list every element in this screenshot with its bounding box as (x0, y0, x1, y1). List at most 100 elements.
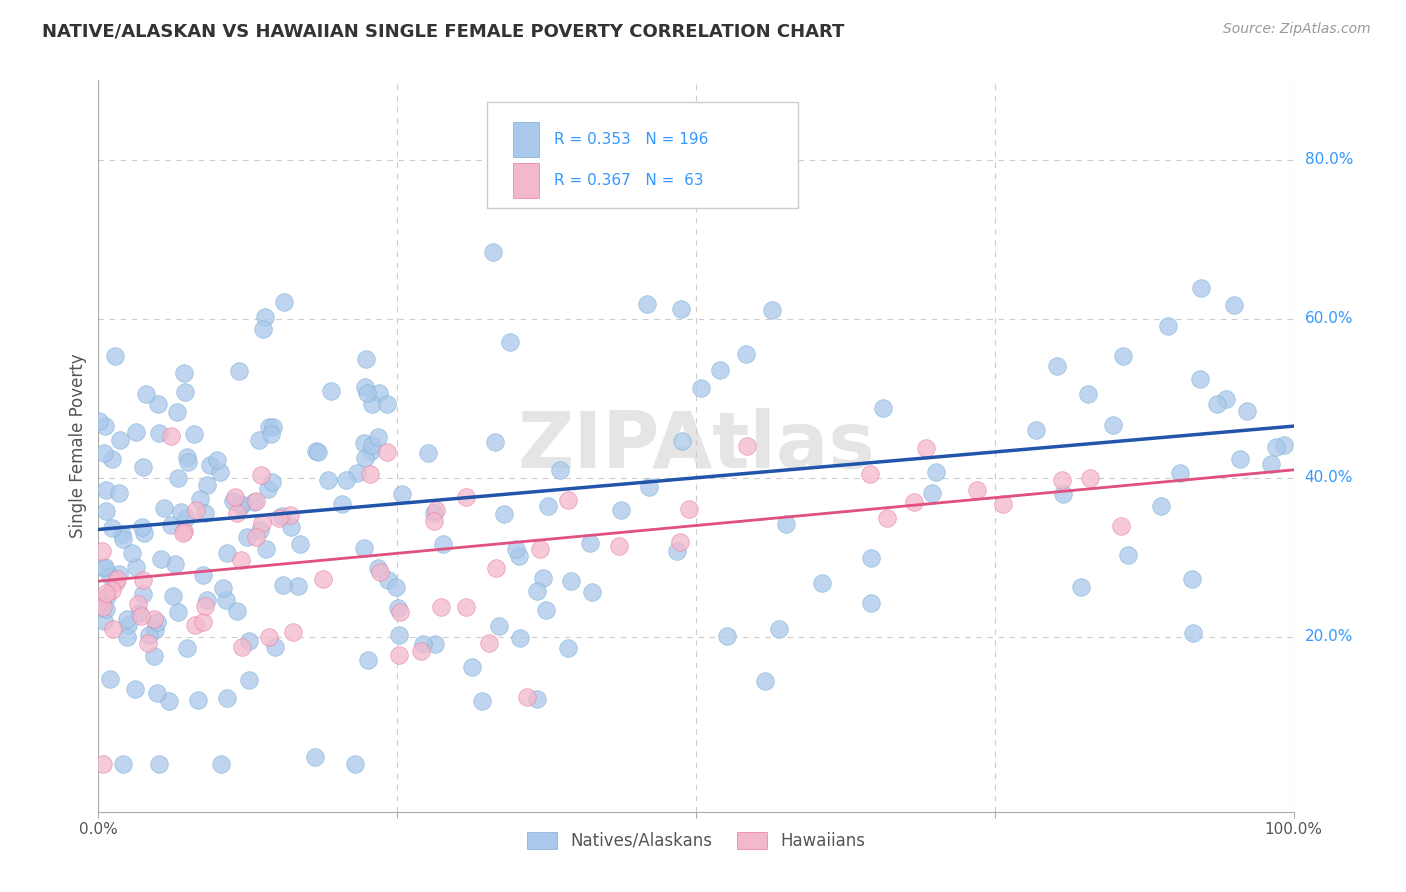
Natives/Alaskans (191, 567, 214, 582)
Natives/Alaskans (195, 593, 218, 607)
Natives/Alaskans (423, 637, 446, 651)
Natives/Alaskans (461, 660, 484, 674)
Hawaiians (194, 599, 217, 614)
Hawaiians (132, 574, 155, 588)
Natives/Alaskans (94, 560, 117, 574)
Text: Source: ZipAtlas.com: Source: ZipAtlas.com (1223, 22, 1371, 37)
Natives/Alaskans (215, 691, 238, 706)
Hawaiians (485, 561, 508, 575)
Natives/Alaskans (166, 405, 188, 419)
Natives/Alaskans (526, 692, 548, 706)
Natives/Alaskans (121, 546, 143, 560)
Natives/Alaskans (581, 585, 603, 599)
Natives/Alaskans (921, 486, 943, 500)
Natives/Alaskans (361, 438, 384, 452)
Natives/Alaskans (537, 500, 560, 514)
Natives/Alaskans (304, 750, 326, 764)
Natives/Alaskans (387, 601, 409, 615)
Hawaiians (96, 586, 118, 600)
Hawaiians (423, 514, 446, 528)
Natives/Alaskans (666, 544, 689, 558)
Natives/Alaskans (353, 450, 375, 465)
Natives/Alaskans (550, 463, 572, 477)
Natives/Alaskans (375, 397, 398, 411)
Hawaiians (456, 600, 478, 615)
Natives/Alaskans (526, 584, 548, 599)
Natives/Alaskans (557, 641, 579, 656)
Natives/Alaskans (115, 631, 138, 645)
Hawaiians (101, 582, 124, 597)
Natives/Alaskans (252, 321, 274, 335)
Natives/Alaskans (1189, 281, 1212, 295)
Hawaiians (143, 612, 166, 626)
Hawaiians (903, 495, 925, 509)
Natives/Alaskans (111, 527, 134, 541)
Natives/Alaskans (775, 517, 797, 532)
Natives/Alaskans (1215, 392, 1237, 406)
Natives/Alaskans (671, 434, 693, 449)
Natives/Alaskans (112, 533, 135, 547)
Hawaiians (127, 597, 149, 611)
Natives/Alaskans (107, 567, 129, 582)
Natives/Alaskans (254, 542, 277, 557)
Natives/Alaskans (249, 433, 271, 447)
Natives/Alaskans (531, 571, 554, 585)
Natives/Alaskans (167, 605, 190, 619)
Natives/Alaskans (1272, 438, 1295, 452)
Natives/Alaskans (143, 648, 166, 663)
Natives/Alaskans (183, 426, 205, 441)
Natives/Alaskans (810, 576, 832, 591)
Natives/Alaskans (104, 350, 127, 364)
Natives/Alaskans (872, 401, 894, 416)
Hawaiians (425, 502, 447, 516)
Natives/Alaskans (132, 526, 155, 541)
Natives/Alaskans (273, 294, 295, 309)
Natives/Alaskans (254, 310, 277, 324)
Text: ZIPAtlas: ZIPAtlas (517, 408, 875, 484)
Hawaiians (231, 640, 253, 654)
Natives/Alaskans (256, 483, 278, 497)
Natives/Alaskans (221, 493, 243, 508)
Hawaiians (678, 502, 700, 516)
Natives/Alaskans (162, 589, 184, 603)
Natives/Alaskans (353, 436, 375, 450)
Natives/Alaskans (1260, 457, 1282, 471)
Text: 20.0%: 20.0% (1305, 630, 1353, 644)
Natives/Alaskans (508, 549, 530, 564)
Natives/Alaskans (318, 473, 340, 487)
Hawaiians (250, 468, 273, 483)
Natives/Alaskans (290, 537, 312, 551)
Natives/Alaskans (111, 757, 134, 772)
Natives/Alaskans (135, 386, 157, 401)
Natives/Alaskans (1046, 359, 1069, 373)
Natives/Alaskans (176, 450, 198, 464)
Natives/Alaskans (238, 633, 260, 648)
Natives/Alaskans (578, 536, 600, 550)
Natives/Alaskans (1188, 372, 1211, 386)
Natives/Alaskans (432, 537, 454, 551)
Hawaiians (411, 644, 433, 658)
Hawaiians (478, 636, 501, 650)
Hawaiians (184, 617, 207, 632)
Hawaiians (557, 493, 579, 508)
Natives/Alaskans (270, 508, 292, 523)
Natives/Alaskans (560, 574, 582, 588)
Hawaiians (735, 439, 758, 453)
Hawaiians (105, 572, 128, 586)
Natives/Alaskans (356, 385, 378, 400)
Hawaiians (267, 511, 290, 525)
Hawaiians (966, 483, 988, 497)
Natives/Alaskans (132, 587, 155, 601)
Hawaiians (224, 490, 246, 504)
Hawaiians (186, 502, 208, 516)
Hawaiians (226, 506, 249, 520)
Hawaiians (129, 608, 152, 623)
Natives/Alaskans (367, 386, 389, 401)
Natives/Alaskans (418, 445, 440, 459)
Natives/Alaskans (412, 637, 434, 651)
FancyBboxPatch shape (513, 163, 540, 198)
Hawaiians (90, 543, 112, 558)
Natives/Alaskans (125, 560, 148, 574)
Hawaiians (91, 600, 114, 615)
Natives/Alaskans (1118, 548, 1140, 562)
